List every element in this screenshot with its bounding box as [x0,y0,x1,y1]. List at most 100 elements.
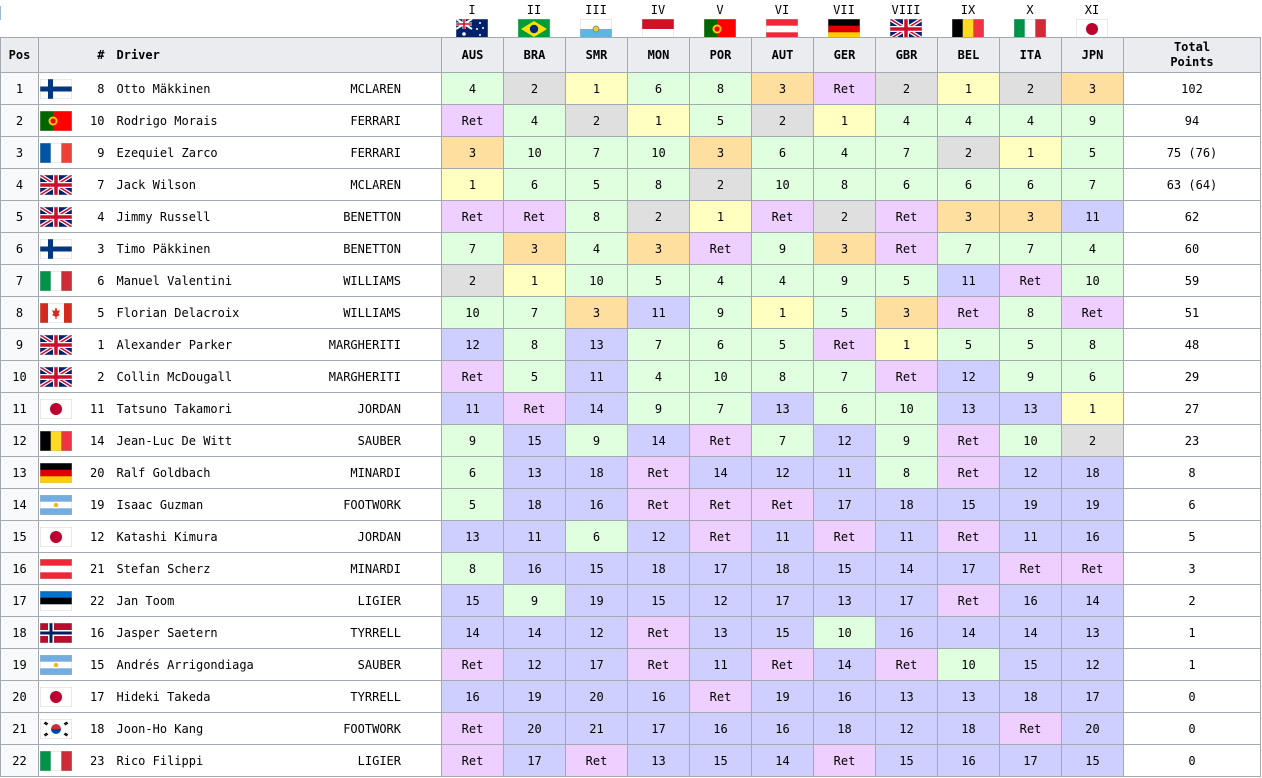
result-cell: 15 [627,584,690,617]
round-flag-wrap [641,18,675,40]
standings-table: Pos # Driver AUS BRA SMR MON POR AUT GER GBR BEL… [0,37,1261,777]
result-cell: 13 [875,680,938,713]
car-number-cell: 7 [72,168,113,201]
position-cell: 19 [0,648,39,681]
team-cell: SAUBER [282,424,442,457]
car-number-cell: 2 [72,360,113,393]
total-points-cell: 3 [1123,552,1261,585]
position-cell: 7 [0,264,39,297]
table-row: 2 10 Rodrigo Morais FERRARI Ret 4 2 1 5 2 1 4 4 4 9 94 [0,104,1261,137]
position-cell: 14 [0,488,39,521]
result-cell: 5 [813,296,876,329]
result-cell: 2 [503,72,566,105]
result-cell: 15 [503,424,566,457]
position-cell: 16 [0,552,39,585]
result-cell: 1 [875,328,938,361]
result-cell: 10 [627,136,690,169]
result-cell: Ret [627,616,690,649]
round-flag-wrap [951,18,985,40]
result-cell: 8 [999,296,1062,329]
round-marker-bra: II [503,3,565,40]
nationality-flag-cell [38,552,73,585]
result-cell: 2 [751,104,814,137]
flag-ita-icon [39,750,72,771]
result-cell: 1 [1061,392,1124,425]
result-cell: 17 [503,744,566,777]
flag-can-icon [39,302,72,323]
result-cell: 15 [1061,744,1124,777]
result-cell: 4 [999,104,1062,137]
nationality-flag-cell [38,680,73,713]
round-numeral: I [468,3,476,17]
total-points-cell: 23 [1123,424,1261,457]
flag-gbr-icon [39,366,72,387]
nationality-flag-cell [38,136,73,169]
result-cell: 16 [565,488,628,521]
header-race-gbr: GBR [875,37,938,73]
result-cell: 10 [565,264,628,297]
car-number-cell: 14 [72,424,113,457]
nationality-flag-cell [38,744,73,777]
result-cell: 6 [1061,360,1124,393]
result-cell: 7 [441,232,504,265]
result-cell: 12 [441,328,504,361]
result-cell: 4 [875,104,938,137]
position-cell: 17 [0,584,39,617]
result-cell: Ret [689,680,752,713]
round-marker-bel: IX [937,3,999,40]
position-cell: 9 [0,328,39,361]
team-cell: LIGIER [282,744,442,777]
driver-name-cell: Timo Päkkinen [112,232,283,265]
result-cell: 14 [999,616,1062,649]
driver-name-cell: Hideki Takeda [112,680,283,713]
result-cell: Ret [751,648,814,681]
result-cell: 17 [689,552,752,585]
flag-fra-icon [39,142,72,163]
driver-name-cell: Andrés Arrigondiaga [112,648,283,681]
result-cell: 12 [875,712,938,745]
result-cell: 7 [565,136,628,169]
result-cell: Ret [813,744,876,777]
result-cell: 1 [689,200,752,233]
result-cell: Ret [441,712,504,745]
total-points-cell: 29 [1123,360,1261,393]
driver-name-cell: Jack Wilson [112,168,283,201]
result-cell: 7 [689,392,752,425]
result-cell: 9 [813,264,876,297]
position-cell: 3 [0,136,39,169]
result-cell: 13 [441,520,504,553]
result-cell: 6 [565,520,628,553]
table-row: 15 12 Katashi Kimura JORDAN 13 11 6 12 Ret 11 Ret 1… [0,520,1261,553]
team-cell: FOOTWORK [282,712,442,745]
table-row: 21 18 Joon-Ho Kang FOOTWORK Ret 20 21 17 16 16 18 1… [0,712,1261,745]
result-cell: 8 [1061,328,1124,361]
result-cell: 2 [999,72,1062,105]
result-cell: Ret [1061,296,1124,329]
position-cell: 12 [0,424,39,457]
total-points-cell: 0 [1123,680,1261,713]
result-cell: 3 [1061,72,1124,105]
table-row: 17 22 Jan Toom LIGIER 15 9 19 15 12 17 13 17 Ret 16 14… [0,584,1261,617]
car-number-cell: 23 [72,744,113,777]
position-cell: 21 [0,712,39,745]
result-cell: 15 [999,648,1062,681]
result-cell: 6 [441,456,504,489]
result-cell: Ret [813,328,876,361]
header-race-bra: BRA [503,37,566,73]
round-flag-wrap [888,17,924,41]
result-cell: 7 [503,296,566,329]
result-cell: Ret [565,744,628,777]
result-cell: Ret [689,520,752,553]
round-marker-mon: IV [627,3,689,40]
result-cell: 7 [751,424,814,457]
header-car-number: # [72,37,113,73]
result-cell: 16 [1061,520,1124,553]
team-cell: WILLIAMS [282,296,442,329]
total-points-cell: 2 [1123,584,1261,617]
header-race-aut: AUT [751,37,814,73]
result-cell: Ret [999,552,1062,585]
result-cell: Ret [441,648,504,681]
car-number-cell: 4 [72,200,113,233]
result-cell: 9 [503,584,566,617]
team-cell: TYRRELL [282,616,442,649]
